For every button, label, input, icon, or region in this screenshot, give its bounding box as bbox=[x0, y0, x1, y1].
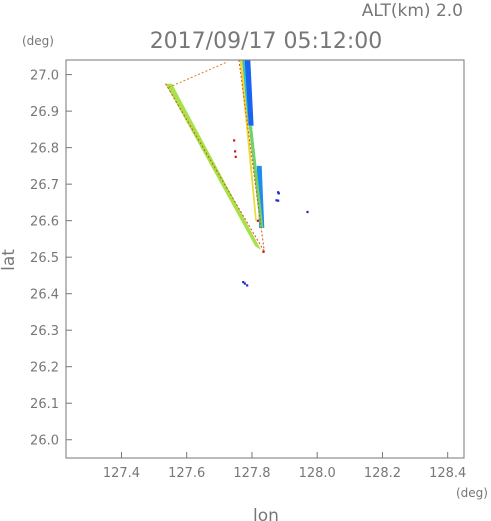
echo-band-5 bbox=[248, 125, 264, 228]
x-tick-label: 127.6 bbox=[168, 466, 205, 481]
x-tick-label: 128.2 bbox=[364, 466, 401, 481]
y-tick-label: 26.9 bbox=[30, 105, 59, 120]
y-tick-label: 26.3 bbox=[30, 324, 59, 339]
x-unit-label: (deg) bbox=[456, 486, 488, 500]
x-axis-ticks: 127.4 127.6 127.8 128.0 128.2 128.4 bbox=[103, 452, 466, 481]
y-tick-label: 26.2 bbox=[30, 361, 59, 376]
x-tick-label: 128.4 bbox=[429, 466, 466, 481]
scan-edge-line-7 bbox=[238, 60, 265, 252]
y-unit-label: (deg) bbox=[22, 34, 54, 48]
echo-point-10-2 bbox=[275, 199, 278, 202]
echo-point-9-1 bbox=[233, 150, 237, 153]
y-tick-label: 26.1 bbox=[30, 397, 59, 412]
echo-point-10-5 bbox=[242, 281, 245, 284]
echo-point-10-7 bbox=[246, 284, 249, 287]
y-tick-label: 27.0 bbox=[30, 69, 59, 84]
echo-point-10-6 bbox=[243, 282, 246, 285]
echo-band-0 bbox=[165, 83, 262, 250]
y-tick-label: 26.5 bbox=[30, 251, 59, 266]
echo-band-1 bbox=[243, 60, 254, 126]
y-tick-label: 26.7 bbox=[30, 178, 59, 193]
echo-point-10-3 bbox=[277, 199, 280, 202]
y-tick-label: 26.6 bbox=[30, 215, 59, 230]
scan-edge-line-6 bbox=[165, 83, 265, 252]
plot-frame bbox=[65, 59, 465, 459]
x-tick-label: 128.0 bbox=[299, 466, 336, 481]
echo-point-10-1 bbox=[277, 192, 280, 195]
y-tick-label: 26.0 bbox=[30, 434, 59, 449]
chart-title: 2017/09/17 05:12:00 bbox=[150, 29, 383, 54]
x-tick-label: 127.4 bbox=[103, 466, 140, 481]
x-tick-label: 127.8 bbox=[233, 466, 270, 481]
y-axis-label: lat bbox=[0, 249, 19, 271]
echo-point-10-4 bbox=[306, 210, 309, 214]
echo-band-2 bbox=[242, 60, 249, 126]
echo-point-9-0 bbox=[233, 139, 236, 142]
scan-edge-line-8 bbox=[168, 61, 228, 88]
echo-point-9-3 bbox=[256, 219, 260, 222]
y-axis-ticks: 26.0 26.1 26.2 26.3 26.4 26.5 26.6 26.7 26.8 26.9… bbox=[30, 69, 72, 449]
y-tick-label: 26.4 bbox=[30, 288, 59, 303]
echo-point-9-4 bbox=[262, 250, 265, 253]
altitude-label: ALT(km) 2.0 bbox=[362, 1, 463, 21]
data-layer bbox=[165, 60, 309, 287]
y-tick-label: 26.8 bbox=[30, 142, 59, 157]
echo-point-9-2 bbox=[234, 155, 237, 158]
x-axis-label: lon bbox=[253, 506, 279, 521]
